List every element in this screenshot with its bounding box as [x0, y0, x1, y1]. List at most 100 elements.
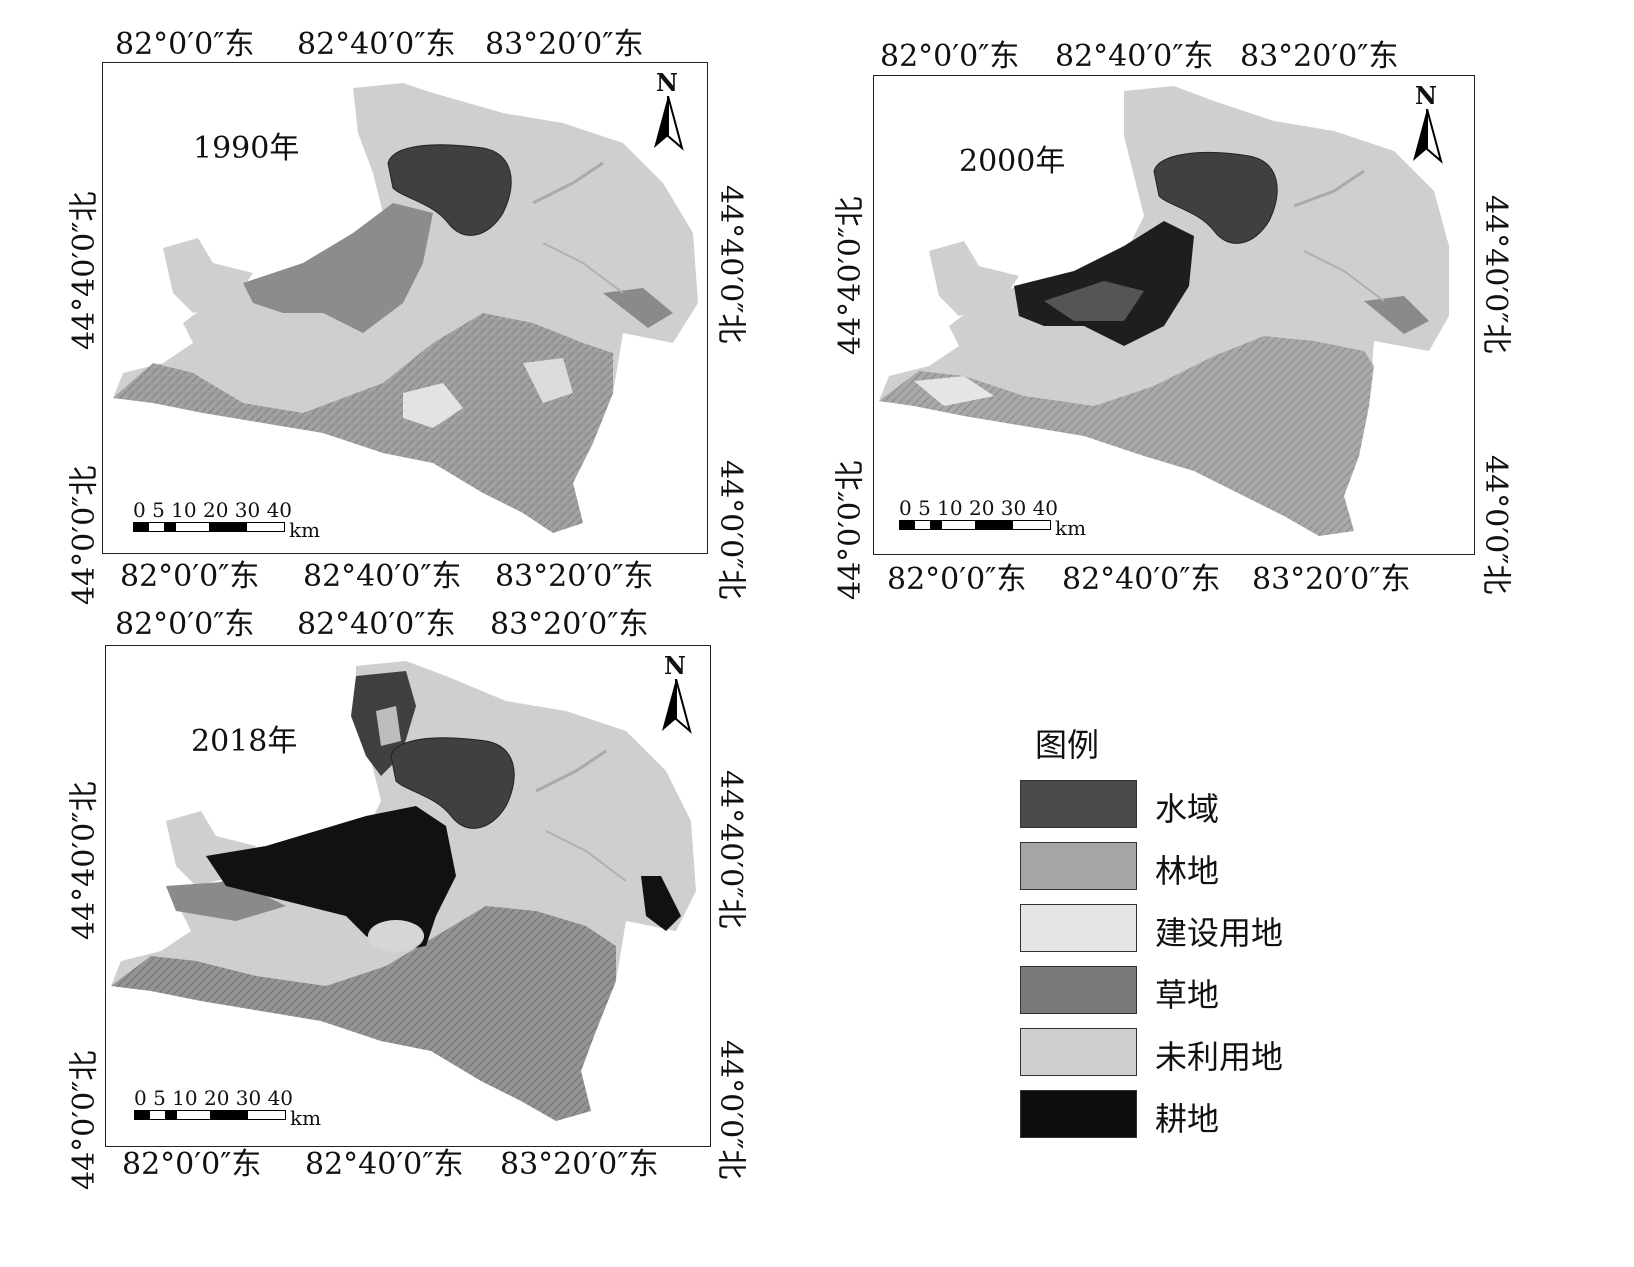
legend-swatch: [1020, 966, 1137, 1014]
grass-mountains: [111, 906, 616, 1121]
north-letter: N: [656, 68, 678, 97]
map-frame: 2000年 N 0 5 10 20 30 40 km: [873, 75, 1475, 555]
legend-swatch: [1020, 1090, 1137, 1138]
wetland-patch: [376, 706, 401, 746]
legend-swatch: [1020, 904, 1137, 952]
left-lat-label-1: 44°40′0″北: [67, 191, 102, 350]
scale-numbers: 0 5 10 20 30 40: [133, 498, 293, 522]
north-arrow-icon: [1413, 109, 1443, 164]
scale-unit: km: [290, 1106, 322, 1130]
river: [1293, 169, 1365, 208]
river: [1303, 250, 1385, 302]
year-label: 2000年: [959, 144, 1066, 179]
right-lat-label-2: 44°0′0″北: [713, 460, 748, 600]
legend-label: 未利用地: [1155, 1038, 1284, 1076]
year-label: 1990年: [193, 131, 300, 166]
scale-unit: km: [1055, 516, 1087, 540]
legend-item-built: 建设用地: [1020, 904, 1420, 954]
grass-mountains: [113, 313, 613, 533]
grass-mountains: [879, 336, 1374, 536]
left-lat-label-2: 44°0′0″北: [67, 465, 102, 605]
north-letter: N: [1415, 81, 1437, 110]
legend-label: 耕地: [1155, 1100, 1220, 1138]
lake-water: [390, 737, 515, 829]
right-lat-label-1: 44°40′0″北: [713, 185, 748, 344]
north-letter: N: [664, 651, 686, 680]
river: [535, 749, 607, 793]
map-frame: 1990年 N 0 5 10 20 30 40 km: [102, 62, 708, 554]
bare-patch: [368, 920, 424, 952]
left-lat-label-1: 44°40′0″北: [67, 781, 102, 940]
scale-bar-graphic: [899, 520, 1051, 530]
top-lon-label-1: 82°0′0″东: [880, 39, 1020, 74]
legend-swatch: [1020, 780, 1137, 828]
legend-item-grass: 草地: [1020, 966, 1420, 1016]
bottom-lon-label-2: 82°40′0″东: [305, 1147, 464, 1182]
scale-unit: km: [289, 518, 321, 542]
river: [532, 161, 604, 205]
river: [542, 242, 624, 294]
top-lon-label-1: 82°0′0″东: [115, 27, 255, 62]
unused-land-west: [163, 238, 253, 313]
bottom-lon-label-3: 83°20′0″东: [1252, 562, 1411, 597]
left-lat-label-2: 44°0′0″北: [67, 1050, 102, 1190]
river: [545, 830, 627, 882]
year-label: 2018年: [191, 724, 298, 759]
top-lon-label-3: 83°20′0″东: [1240, 39, 1399, 74]
north-arrow: N: [656, 651, 696, 741]
bottom-lon-label-3: 83°20′0″东: [500, 1147, 659, 1182]
legend-label: 建设用地: [1155, 914, 1284, 952]
north-arrow: N: [648, 68, 688, 158]
map-panel-2018: 82°0′0″东 82°40′0″东 83°20′0″东 2018年: [0, 600, 780, 1240]
land-use-map-2018: [111, 661, 696, 1121]
bare-patch: [403, 383, 463, 428]
scale-bar: 0 5 10 20 30 40 km: [899, 496, 1099, 540]
top-lon-label-3: 83°20′0″东: [485, 27, 644, 62]
legend-label: 林地: [1155, 852, 1220, 890]
north-arrow-icon: [662, 679, 692, 734]
legend-swatch: [1020, 842, 1137, 890]
bare-patch: [523, 358, 573, 403]
scale-bar-graphic: [133, 522, 285, 532]
land-use-map-2000: [879, 86, 1449, 536]
legend-item-forest: 林地: [1020, 842, 1420, 892]
bottom-lon-label-2: 82°40′0″东: [1062, 562, 1221, 597]
top-lon-label-1: 82°0′0″东: [115, 607, 255, 642]
bottom-lon-label-3: 83°20′0″东: [495, 559, 654, 594]
top-lon-label-3: 83°20′0″东: [490, 607, 649, 642]
right-lat-label-1: 44°40′0″北: [1478, 195, 1513, 354]
lake-water: [1153, 152, 1278, 244]
bare-patch: [914, 376, 994, 406]
legend-item-farmland: 耕地: [1020, 1090, 1420, 1140]
bottom-lon-label-1: 82°0′0″东: [887, 562, 1027, 597]
map-panel-1990: 82°0′0″东 82°40′0″东 83°20′0″东: [0, 0, 780, 620]
scale-numbers: 0 5 10 20 30 40: [134, 1086, 294, 1110]
bottom-lon-label-1: 82°0′0″东: [122, 1147, 262, 1182]
land-use-map-1990: [113, 83, 698, 533]
top-lon-label-2: 82°40′0″东: [297, 27, 456, 62]
right-lat-label-2: 44°0′0″北: [1478, 455, 1513, 595]
lake-water: [387, 144, 512, 236]
scale-bar-graphic: [134, 1110, 286, 1120]
scale-bar: 0 5 10 20 30 40 km: [133, 498, 333, 542]
legend-item-water: 水域: [1020, 780, 1420, 830]
unused-land-west: [929, 241, 1019, 316]
legend-label: 水域: [1155, 790, 1220, 828]
forest-strip: [603, 288, 673, 328]
scale-numbers: 0 5 10 20 30 40: [899, 496, 1059, 520]
farmland-oasis: [1044, 281, 1144, 321]
top-lon-label-2: 82°40′0″东: [297, 607, 456, 642]
farmland-oasis: [206, 806, 456, 951]
right-lat-label-1: 44°40′0″北: [713, 770, 748, 929]
forest-strip: [1364, 296, 1429, 334]
north-arrow: N: [1407, 81, 1447, 171]
farmland-east: [641, 876, 681, 931]
right-lat-label-2: 44°0′0″北: [713, 1040, 748, 1180]
legend: 图例 水域 林地 建设用地 草地 未利用地 耕地: [1020, 710, 1440, 1160]
legend-title: 图例: [1035, 726, 1100, 764]
legend-label: 草地: [1155, 976, 1220, 1014]
left-lat-label-2: 44°0′0″北: [833, 460, 868, 600]
scale-bar: 0 5 10 20 30 40 km: [134, 1086, 334, 1130]
bottom-lon-label-1: 82°0′0″东: [120, 559, 260, 594]
top-lon-label-2: 82°40′0″东: [1055, 39, 1214, 74]
